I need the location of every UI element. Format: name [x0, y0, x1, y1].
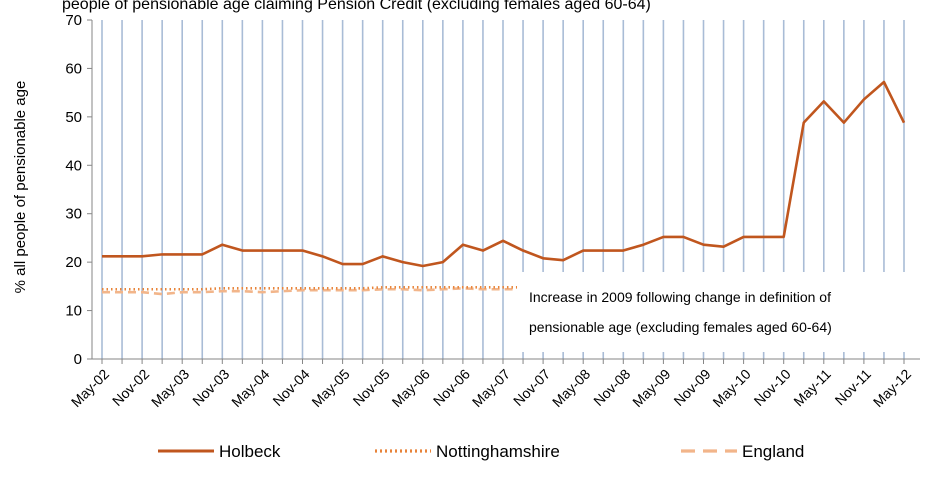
x-tick-label: May-02	[68, 366, 112, 410]
x-tick-label: Nov-05	[350, 366, 393, 409]
x-tick-label: Nov-08	[590, 366, 633, 409]
x-tick-label: May-06	[389, 366, 433, 410]
x-tick-label: May-03	[148, 366, 192, 410]
chart-title: people of pensionable age claiming Pensi…	[62, 0, 651, 13]
x-tick-label: Nov-06	[430, 366, 473, 409]
annotation-line-1: Increase in 2009 following change in def…	[529, 289, 831, 305]
x-tick-label: May-10	[709, 366, 753, 410]
annotation-line-2: pensionable age (excluding females aged …	[529, 319, 832, 335]
annotation-background	[517, 272, 917, 352]
y-tick-label: 50	[65, 109, 82, 126]
x-tick-label: Nov-11	[832, 366, 875, 409]
x-tick-label: May-12	[870, 366, 914, 410]
y-tick-label: 70	[65, 12, 82, 29]
y-tick-label: 20	[65, 254, 82, 271]
x-tick-label: Nov-07	[510, 366, 553, 409]
x-axis: May-02Nov-02May-03Nov-03May-04Nov-04May-…	[68, 358, 920, 410]
x-tick-label: Nov-04	[269, 366, 312, 409]
x-tick-label: May-11	[790, 366, 834, 410]
x-tick-label: May-08	[549, 366, 593, 410]
x-tick-label: May-05	[308, 366, 352, 410]
y-tick-label: 0	[74, 351, 82, 368]
legend-label-england: England	[742, 442, 804, 461]
legend: Holbeck Nottinghamshire England	[158, 442, 804, 461]
y-axis: 0 10 20 30 40 50 60 70	[65, 12, 93, 368]
x-tick-label: May-07	[469, 366, 513, 410]
x-tick-label: Nov-03	[189, 366, 232, 409]
y-tick-label: 60	[65, 60, 82, 77]
y-axis-label: % all people of pensionable age	[12, 81, 29, 294]
x-tick-label: Nov-10	[751, 366, 794, 409]
y-tick-label: 30	[65, 206, 82, 223]
legend-label-holbeck: Holbeck	[219, 442, 281, 461]
x-tick-label: May-09	[629, 366, 673, 410]
y-tick-label: 40	[65, 157, 82, 174]
x-tick-label: Nov-02	[109, 366, 152, 409]
x-tick-label: Nov-09	[670, 366, 713, 409]
annotation-box: Increase in 2009 following change in def…	[517, 272, 917, 352]
x-tick-label: May-04	[228, 366, 272, 410]
legend-label-nottinghamshire: Nottinghamshire	[436, 442, 560, 461]
y-tick-label: 10	[65, 303, 82, 320]
